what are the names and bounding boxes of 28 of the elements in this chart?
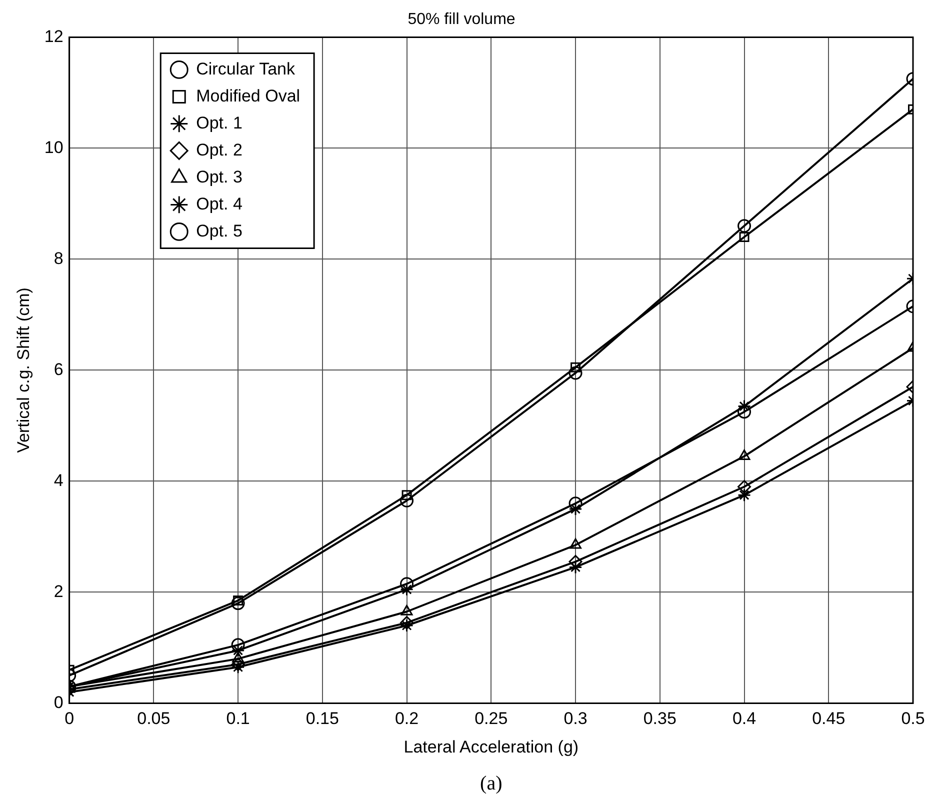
y-tick-label: 6 <box>54 360 64 379</box>
text: (a) <box>480 772 502 794</box>
x-tick-label: 0.05 <box>137 709 170 728</box>
legend-label: Opt. 1 <box>196 113 242 132</box>
y-axis-title: Vertical c.g. Shift (cm) <box>14 288 33 453</box>
y-tick-label: 4 <box>54 470 64 490</box>
legend-label: Opt. 4 <box>196 194 242 214</box>
y-tick-label: 2 <box>54 582 64 601</box>
x-tick-label: 0.5 <box>901 709 925 728</box>
y-tick-label: 8 <box>54 248 64 268</box>
x-tick-label: 0.35 <box>643 709 676 728</box>
y-tick-label: 12 <box>44 26 64 46</box>
legend-label: Modified Oval <box>196 86 300 106</box>
x-tick-label: 0.3 <box>564 709 588 728</box>
y-tick-label: 10 <box>44 138 64 157</box>
x-tick-label: 0.4 <box>732 709 756 728</box>
x-axis-title: Lateral Acceleration (g) <box>404 737 579 756</box>
legend-label: Opt. 3 <box>196 167 242 186</box>
x-tick-label: 0.15 <box>306 709 339 728</box>
x-tick-label: 0.45 <box>812 709 846 728</box>
x-tick-label: 0.1 <box>226 709 250 728</box>
legend-label: Circular Tank <box>196 59 296 78</box>
x-tick-label: 0.2 <box>394 709 419 728</box>
x-tick-label: 0.25 <box>474 709 508 728</box>
y-tick-label: 0 <box>54 692 64 712</box>
legend-label: Opt. 5 <box>196 221 242 240</box>
legend-label: Opt. 2 <box>196 140 242 160</box>
chart-title: 50% fill volume <box>408 11 516 28</box>
